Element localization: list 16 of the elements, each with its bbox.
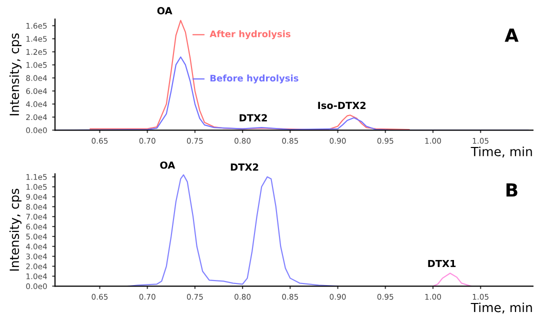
x-axis-title: Time, min — [470, 146, 532, 158]
annotation: Iso-DTX2 — [318, 102, 366, 110]
y-axis-title: Intensity, cps — [9, 33, 22, 116]
annotation: DTX1 — [428, 260, 456, 268]
x-axis-title: Time, min — [470, 302, 532, 314]
legend-label: Before hydrolysis — [210, 74, 298, 84]
annotation: A — [504, 28, 519, 42]
annotation: OA — [157, 7, 172, 14]
annotation: OA — [160, 161, 176, 169]
line-series — [90, 20, 410, 130]
line-series — [432, 272, 472, 286]
annotation: DTX2 — [240, 114, 267, 122]
y-axis-title: Intensity, cps — [9, 188, 22, 271]
annotation: B — [506, 183, 518, 197]
annotation: DTX2 — [230, 163, 258, 171]
legend-label: After hydrolysis — [210, 30, 290, 40]
